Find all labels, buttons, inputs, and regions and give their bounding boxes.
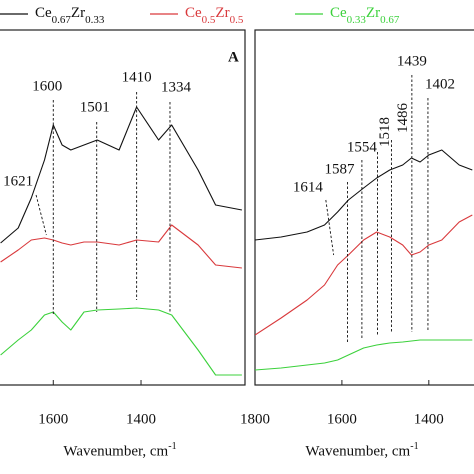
- annotation-leader: [35, 194, 47, 236]
- x-tick-label: 1400: [414, 411, 444, 427]
- annotation-label: 1614: [293, 179, 324, 195]
- spectrum-line: [255, 149, 473, 241]
- legend-label: Ce0.67Zr0.33: [35, 5, 105, 25]
- spectrum-line: [255, 214, 473, 336]
- x-tick-label: 1600: [327, 411, 357, 427]
- annotation-leader: [325, 199, 335, 256]
- annotation-label: 1402: [425, 76, 455, 92]
- spectrum-line: [0, 106, 243, 244]
- panel-frame: [254, 29, 474, 386]
- annotation-label: 1439: [397, 53, 427, 69]
- annotation-label: 1334: [161, 79, 192, 95]
- x-tick-label: 1400: [126, 411, 156, 427]
- annotation-label: 1501: [80, 99, 110, 115]
- legend-label: Ce0.5Zr0.5: [185, 5, 244, 25]
- x-tick-label: 1600: [38, 411, 68, 427]
- annotation-label: 1621: [3, 173, 33, 189]
- spectrum-line: [255, 339, 473, 371]
- x-tick-label: 1800: [240, 411, 270, 427]
- spectrum-line: [0, 307, 242, 376]
- spectrum-line: [0, 224, 242, 269]
- plot-area: 1621 1600 1501 1410 1334: [0, 69, 243, 376]
- annotation-label: 1587: [325, 161, 356, 177]
- x-axis-label: Wavenumber, cm-1: [305, 441, 418, 460]
- annotation-label: 1410: [122, 69, 152, 85]
- annotation-label: 1518: [377, 117, 393, 147]
- x-axis-label: Wavenumber, cm-1: [63, 441, 176, 460]
- annotation-label: 1486: [395, 103, 411, 134]
- legend-label: Ce0.33Zr0.67: [330, 5, 400, 25]
- annotation-label: 1554: [347, 139, 378, 155]
- annotation-label: 1600: [32, 78, 62, 94]
- panel-frame: [0, 29, 246, 386]
- panel-label: A: [228, 49, 239, 65]
